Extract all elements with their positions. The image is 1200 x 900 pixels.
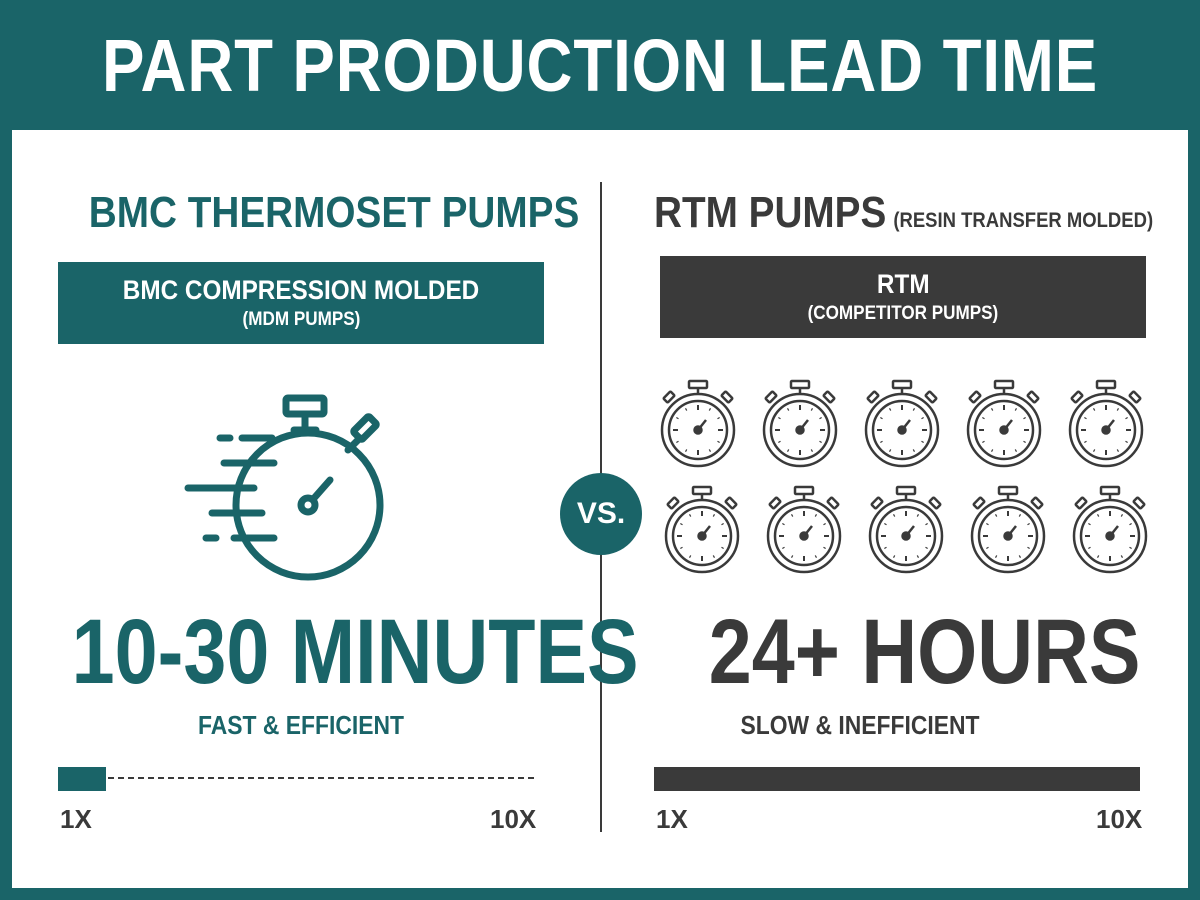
content-panel: BMC THERMOSET PUMPS BMC COMPRESSION MOLD… <box>12 130 1188 888</box>
right-scale-min: 1X <box>656 804 688 834</box>
stopwatch-icon <box>1068 379 1144 468</box>
right-method-box: RTM (COMPETITOR PUMPS) <box>660 256 1146 338</box>
stopwatch-fast-icon <box>184 394 384 581</box>
left-lead-time: 10-30 MINUTES <box>71 601 639 703</box>
stopwatch-grid <box>660 379 1148 574</box>
left-scale-track <box>58 777 534 779</box>
right-lead-time: 24+ HOURS <box>708 601 1141 703</box>
right-tagline: SLOW & INEFFICIENT <box>740 710 980 740</box>
stopwatch-icon <box>660 379 736 468</box>
stopwatch-icon <box>966 379 1042 468</box>
right-title-main: RTM PUMPS <box>654 188 887 237</box>
right-method-label: RTM <box>876 269 930 299</box>
icons-layer <box>184 379 1148 581</box>
left-method-sublabel: (MDM PUMPS) <box>242 309 360 330</box>
stopwatch-icon <box>762 379 838 468</box>
page-title: PART PRODUCTION LEAD TIME <box>101 23 1099 107</box>
left-tagline: FAST & EFFICIENT <box>198 710 404 740</box>
stopwatch-icon <box>970 485 1046 574</box>
right-lead-time-bar <box>654 767 1140 791</box>
right-scale-max: 10X <box>1096 804 1143 834</box>
vs-badge: VS. <box>560 473 642 555</box>
left-method-box: BMC COMPRESSION MOLDED (MDM PUMPS) <box>58 262 544 344</box>
stopwatch-icon <box>766 485 842 574</box>
left-lead-time-bar <box>58 767 106 791</box>
right-method-sublabel: (COMPETITOR PUMPS) <box>807 303 999 324</box>
left-scale-max: 10X <box>490 804 537 834</box>
stopwatch-icon <box>1072 485 1148 574</box>
left-method-label: BMC COMPRESSION MOLDED <box>122 275 480 305</box>
left-title: BMC THERMOSET PUMPS <box>88 188 580 237</box>
stopwatch-icon <box>664 485 740 574</box>
left-scale-min: 1X <box>60 804 92 834</box>
right-title: RTM PUMPS (RESIN TRANSFER MOLDED) <box>654 188 1153 238</box>
stopwatch-icon <box>864 379 940 468</box>
stopwatch-icon <box>868 485 944 574</box>
right-title-sub: (RESIN TRANSFER MOLDED) <box>893 209 1154 232</box>
